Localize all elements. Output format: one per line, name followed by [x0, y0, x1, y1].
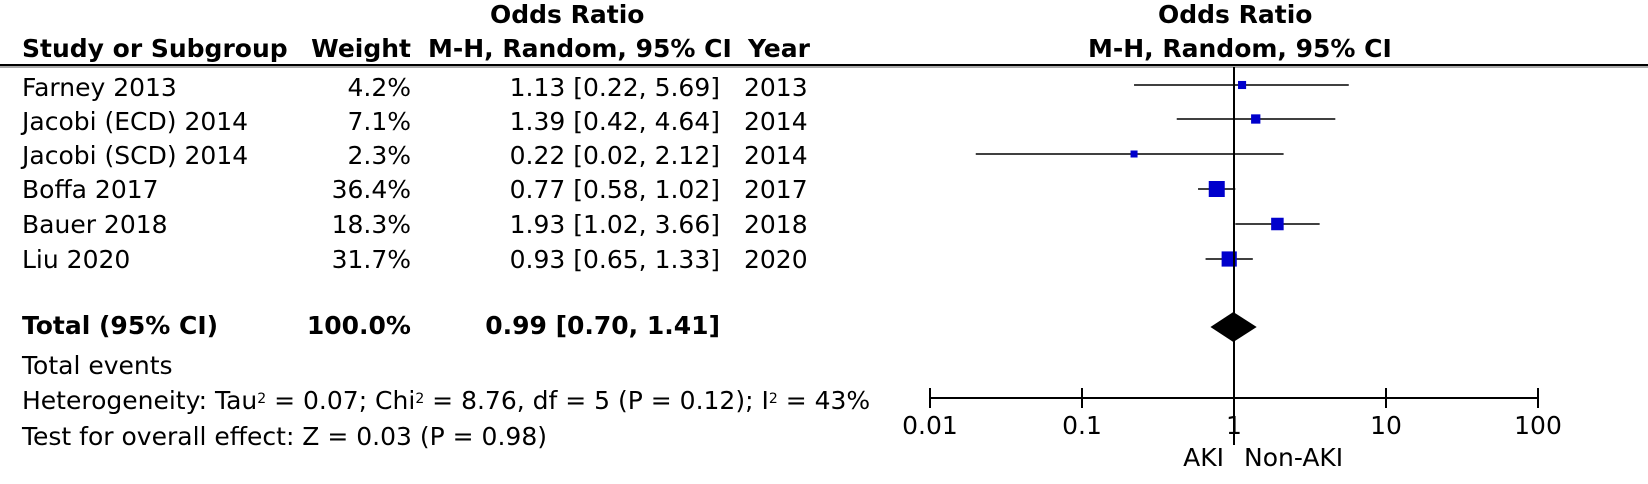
right-group-title: Odds Ratio	[1158, 0, 1313, 29]
study-or-ci: 1.39 [0.42, 4.64]	[509, 107, 720, 136]
study-year: 2017	[744, 175, 808, 204]
study-marker	[1238, 80, 1247, 90]
col-header-plot: M-H, Random, 95% CI	[1088, 34, 1392, 63]
study-weight: 7.1%	[347, 107, 411, 136]
study-name: Liu 2020	[22, 245, 131, 274]
col-header-weight: Weight	[311, 34, 411, 63]
study-weight: 4.2%	[347, 73, 411, 102]
x-tick-label: 0.1	[1062, 411, 1102, 440]
study-or-ci: 0.93 [0.65, 1.33]	[509, 245, 720, 274]
total-or-ci: 0.99 [0.70, 1.41]	[485, 311, 720, 340]
study-or-ci: 0.77 [0.58, 1.02]	[509, 175, 720, 204]
study-year: 2018	[744, 210, 808, 239]
study-or-ci: 1.93 [1.02, 3.66]	[509, 210, 720, 239]
col-header-year: Year	[748, 34, 810, 63]
study-name: Farney 2013	[22, 73, 177, 102]
study-weight: 18.3%	[331, 210, 411, 239]
study-year: 2013	[744, 73, 808, 102]
total-weight: 100.0%	[306, 311, 411, 340]
study-marker	[1251, 114, 1261, 124]
favours-right-label: Non-AKI	[1244, 443, 1343, 472]
x-tick-label: 100	[1514, 411, 1562, 440]
study-name: Bauer 2018	[22, 210, 168, 239]
study-name: Jacobi (ECD) 2014	[22, 107, 249, 136]
study-marker	[1130, 150, 1138, 158]
study-weight: 36.4%	[331, 175, 411, 204]
study-or-ci: 1.13 [0.22, 5.69]	[509, 73, 720, 102]
col-header-study: Study or Subgroup	[22, 34, 288, 63]
study-year: 2014	[744, 141, 808, 170]
heterogeneity-text: Heterogeneity: Tau2 = 0.07; Chi2 = 8.76,…	[22, 386, 871, 415]
col-header-or: M-H, Random, 95% CI	[428, 34, 732, 63]
study-year: 2020	[744, 245, 808, 274]
left-group-title: Odds Ratio	[490, 0, 645, 29]
study-year: 2014	[744, 107, 808, 136]
favours-left-label: AKI	[1183, 443, 1224, 472]
study-weight: 2.3%	[347, 141, 411, 170]
x-tick-label: 0.01	[902, 411, 958, 440]
study-marker	[1271, 217, 1284, 231]
total-events-label: Total events	[22, 351, 173, 380]
study-or-ci: 0.22 [0.02, 2.12]	[509, 141, 720, 170]
study-weight: 31.7%	[331, 245, 411, 274]
study-marker	[1208, 181, 1225, 197]
x-tick-label: 10	[1370, 411, 1402, 440]
total-label: Total (95% CI)	[22, 311, 219, 340]
overall-effect-text: Test for overall effect: Z = 0.03 (P = 0…	[22, 422, 547, 451]
study-name: Boffa 2017	[22, 175, 159, 204]
study-name: Jacobi (SCD) 2014	[22, 141, 249, 170]
x-tick-label: 1	[1226, 411, 1242, 440]
